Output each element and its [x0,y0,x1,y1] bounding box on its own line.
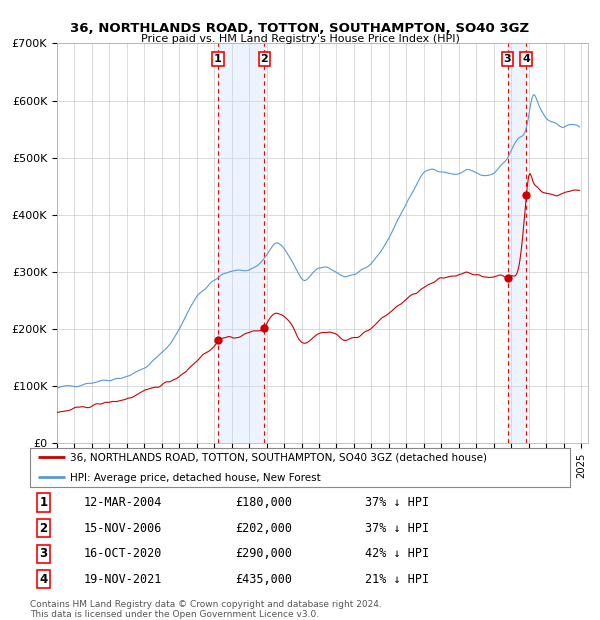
Text: £202,000: £202,000 [235,521,292,534]
Text: 1: 1 [40,496,47,509]
Text: 2: 2 [40,521,47,534]
Text: £180,000: £180,000 [235,496,292,509]
Text: 36, NORTHLANDS ROAD, TOTTON, SOUTHAMPTON, SO40 3GZ (detached house): 36, NORTHLANDS ROAD, TOTTON, SOUTHAMPTON… [71,453,487,463]
Text: 4: 4 [40,573,47,586]
Text: 3: 3 [40,547,47,560]
Text: 15-NOV-2006: 15-NOV-2006 [84,521,163,534]
Text: Contains HM Land Registry data © Crown copyright and database right 2024.: Contains HM Land Registry data © Crown c… [30,600,382,609]
Text: 1: 1 [214,55,222,64]
Text: 16-OCT-2020: 16-OCT-2020 [84,547,163,560]
Text: HPI: Average price, detached house, New Forest: HPI: Average price, detached house, New … [71,473,321,483]
Text: 36, NORTHLANDS ROAD, TOTTON, SOUTHAMPTON, SO40 3GZ: 36, NORTHLANDS ROAD, TOTTON, SOUTHAMPTON… [70,22,530,35]
Text: 12-MAR-2004: 12-MAR-2004 [84,496,163,509]
Text: Price paid vs. HM Land Registry's House Price Index (HPI): Price paid vs. HM Land Registry's House … [140,34,460,44]
Text: 2: 2 [260,55,268,64]
Text: 37% ↓ HPI: 37% ↓ HPI [365,496,429,509]
Text: 4: 4 [523,55,530,64]
Text: 42% ↓ HPI: 42% ↓ HPI [365,547,429,560]
Text: 21% ↓ HPI: 21% ↓ HPI [365,573,429,586]
Bar [508,43,526,443]
Text: 37% ↓ HPI: 37% ↓ HPI [365,521,429,534]
Text: 19-NOV-2021: 19-NOV-2021 [84,573,163,586]
Text: 3: 3 [503,55,511,64]
Text: £435,000: £435,000 [235,573,292,586]
Text: £290,000: £290,000 [235,547,292,560]
Bar [218,43,265,443]
Text: This data is licensed under the Open Government Licence v3.0.: This data is licensed under the Open Gov… [30,610,319,619]
